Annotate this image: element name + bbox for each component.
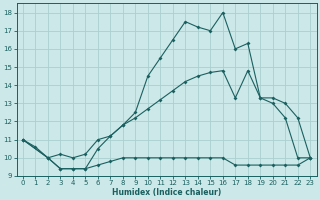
X-axis label: Humidex (Indice chaleur): Humidex (Indice chaleur)	[112, 188, 221, 197]
